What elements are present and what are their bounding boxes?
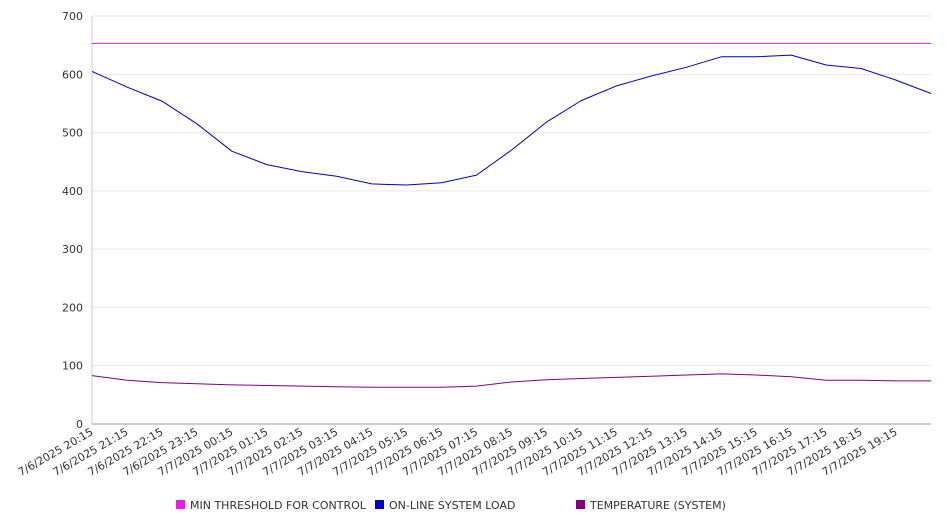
series-lines [91,42,932,388]
legend-label: TEMPERATURE (SYSTEM) [589,499,726,512]
legend-label: MIN THRESHOLD FOR CONTROL [190,499,367,512]
legend-label: ON-LINE SYSTEM LOAD [389,499,515,512]
grid-lines [92,15,931,367]
y-tick-label: 600 [62,68,83,81]
y-axis-ticks: 0 100 200 300 400 500 600 700 [62,10,83,431]
legend-swatch [176,500,185,509]
series-line-2 [91,373,931,388]
y-tick-label: 300 [62,243,83,256]
legend: MIN THRESHOLD FOR CONTROL ON-LINE SYSTEM … [176,499,726,512]
y-tick-label: 700 [62,10,83,23]
legend-swatch [576,500,585,509]
y-tick-label: 200 [62,301,83,314]
axes [91,16,931,425]
x-axis-ticks: 7/6/2025 20:157/6/2025 21:157/6/2025 22:… [16,425,900,479]
y-tick-label: 100 [62,360,83,373]
legend-swatch [375,500,384,509]
y-tick-label: 400 [62,185,83,198]
series-line-1 [91,54,932,186]
y-tick-label: 500 [62,127,83,140]
y-tick-label: 0 [76,418,83,431]
